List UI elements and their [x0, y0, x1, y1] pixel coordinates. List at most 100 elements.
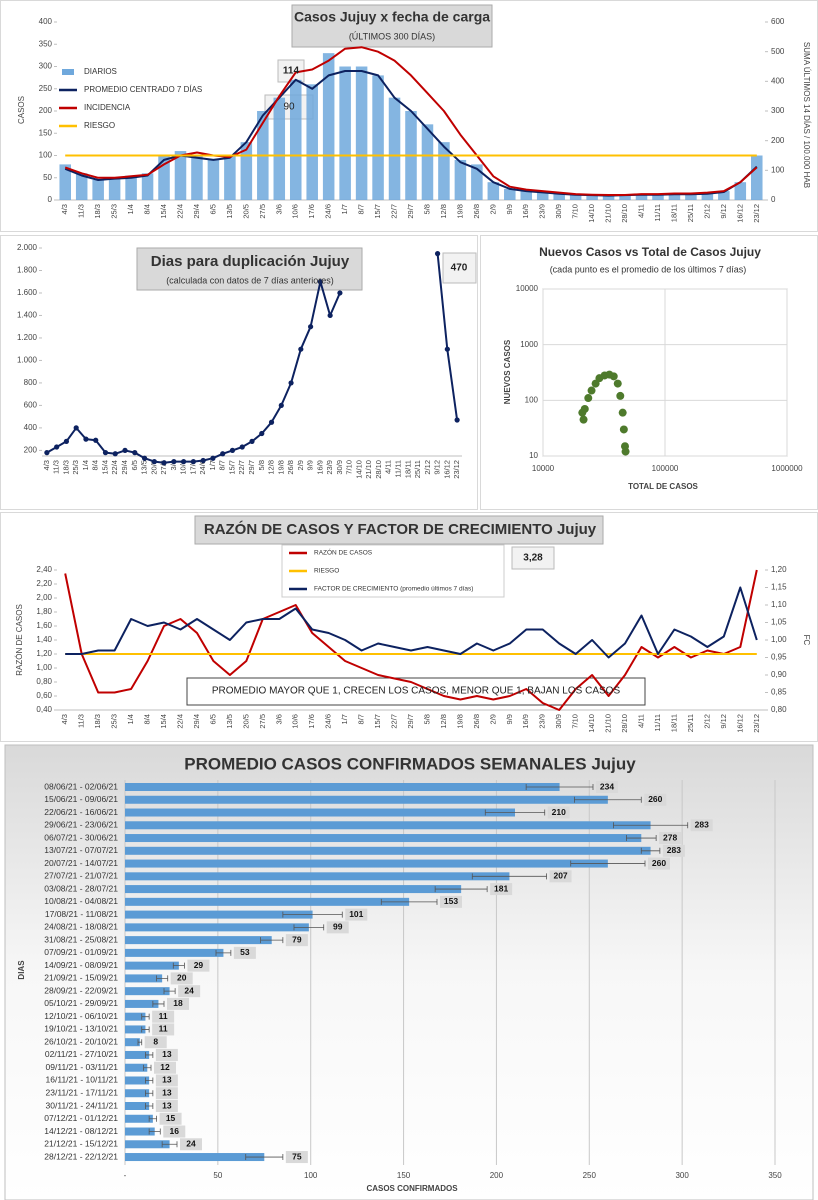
title-box [194, 515, 604, 545]
x-tick-label: 10/6 [291, 714, 300, 729]
value-label: 13 [162, 1049, 172, 1059]
x-axis-label: CASOS CONFIRMADOS [366, 1184, 458, 1193]
x-tick-label: 28/10 [620, 204, 629, 223]
value-label-box [163, 1125, 186, 1138]
value-label-box [180, 1138, 202, 1151]
x-tick-label: 21/10 [604, 714, 613, 733]
x-tick-label: 7/10 [345, 460, 354, 475]
x-tick-label: 14/10 [587, 714, 596, 733]
bar [388, 97, 401, 200]
y-tick-label: 20/07/21 - 14/07/21 [44, 858, 118, 868]
x-tick-label: 6/5 [208, 204, 217, 214]
x-tick-label: 23/12 [452, 460, 461, 479]
value-label-box [690, 819, 713, 832]
value-label-box [596, 781, 618, 793]
y2-tick-label: 300 [771, 106, 785, 115]
title-box [291, 4, 493, 48]
x-tick-label: 23/9 [325, 460, 334, 475]
marker [102, 450, 109, 456]
x-tick-label: 18/11 [669, 714, 678, 732]
y-tick-label: 1,40 [36, 635, 52, 644]
bar [191, 155, 203, 200]
y-tick-label: 27/07/21 - 21/07/21 [44, 871, 118, 881]
value-label: 12 [160, 1062, 170, 1072]
bar [668, 194, 681, 200]
x-tick-label: 8/4 [91, 460, 100, 470]
x-tick-label: 11/11 [393, 460, 402, 478]
x-tick-label: 23/9 [538, 204, 547, 219]
error-bar [484, 809, 546, 816]
y-tick-label: 14/12/21 - 08/12/21 [44, 1126, 118, 1136]
x-tick-label: 19/8 [455, 714, 464, 729]
error-bar [172, 962, 185, 969]
bar [273, 97, 286, 200]
x-tick-label: 350 [768, 1171, 782, 1180]
y-tick-label: 1,80 [36, 607, 52, 616]
x-tick-label: 4/3 [60, 204, 69, 214]
marker [229, 447, 236, 453]
error-bar [525, 784, 594, 790]
value-label: 99 [333, 922, 343, 932]
x-tick-label: 2/9 [488, 204, 497, 214]
error-bar [141, 1026, 150, 1033]
x-tick-label: 6/5 [208, 714, 217, 724]
bar [487, 182, 500, 200]
y-tick-label: 1.800 [17, 266, 38, 275]
bar [125, 808, 515, 817]
marker [454, 417, 460, 423]
x-tick-label: 1/7 [340, 204, 349, 214]
annotation-box [442, 252, 477, 284]
chart-subtitle: (cada punto es el promedio de los último… [550, 264, 747, 274]
value-label: 101 [349, 909, 363, 919]
bar [125, 923, 309, 932]
bar [125, 1038, 140, 1047]
value-label-box [144, 1036, 167, 1049]
marker [288, 380, 294, 386]
annotation: 114 [283, 66, 300, 77]
bar [125, 1063, 148, 1072]
x-tick-label: 29/7 [406, 714, 415, 729]
bar [125, 987, 170, 996]
x-tick-label: 16/9 [521, 714, 530, 729]
annotation-box [511, 546, 555, 570]
legend-swatch [62, 69, 74, 75]
point [587, 386, 596, 395]
x-tick-label: 9/12 [433, 460, 442, 475]
y-tick-label: 28/09/21 - 22/09/21 [44, 985, 118, 995]
marker [161, 460, 167, 466]
x-tick-label: 27/5 [258, 204, 267, 219]
y-tick-label: 1.200 [17, 333, 38, 342]
x-tick-label: 22/4 [175, 204, 184, 219]
y-tick-label: 24/08/21 - 18/08/21 [44, 922, 118, 932]
panel [4, 744, 814, 1200]
annotation: 90 [283, 102, 295, 113]
value-label-box [547, 806, 570, 819]
x-tick-label: 21/10 [364, 460, 373, 479]
bar [92, 179, 104, 200]
y-tick-label: 1,20 [36, 649, 52, 658]
error-bar [380, 898, 438, 905]
y-tick-label: 1.600 [17, 288, 38, 297]
x-tick-label: 3/6 [274, 714, 283, 724]
y-tick-label: 19/10/21 - 13/10/21 [44, 1024, 118, 1034]
value-label: 260 [652, 858, 666, 868]
y-tick-label: 1000 [520, 340, 538, 349]
bar [207, 159, 220, 200]
value-label: 15 [166, 1113, 176, 1123]
value-label-box [345, 908, 368, 921]
x-tick-label: 24/6 [324, 204, 333, 219]
x-tick-label: 15/7 [373, 204, 382, 219]
x-tick-label: 30/9 [554, 204, 563, 219]
x-tick-label: 26/8 [286, 460, 295, 475]
y-tick-label: 0,80 [36, 677, 52, 686]
bar [569, 194, 582, 200]
y-tick-label: 1,00 [36, 663, 52, 672]
x-tick-label: 2/9 [488, 714, 497, 724]
error-bar [570, 860, 646, 867]
y2-tick-label: 100 [771, 165, 785, 174]
x-tick-label: 11/11 [653, 204, 662, 222]
x-tick-label: 19/8 [455, 204, 464, 219]
bar [125, 821, 651, 830]
bar [322, 53, 335, 201]
bar [734, 182, 747, 200]
